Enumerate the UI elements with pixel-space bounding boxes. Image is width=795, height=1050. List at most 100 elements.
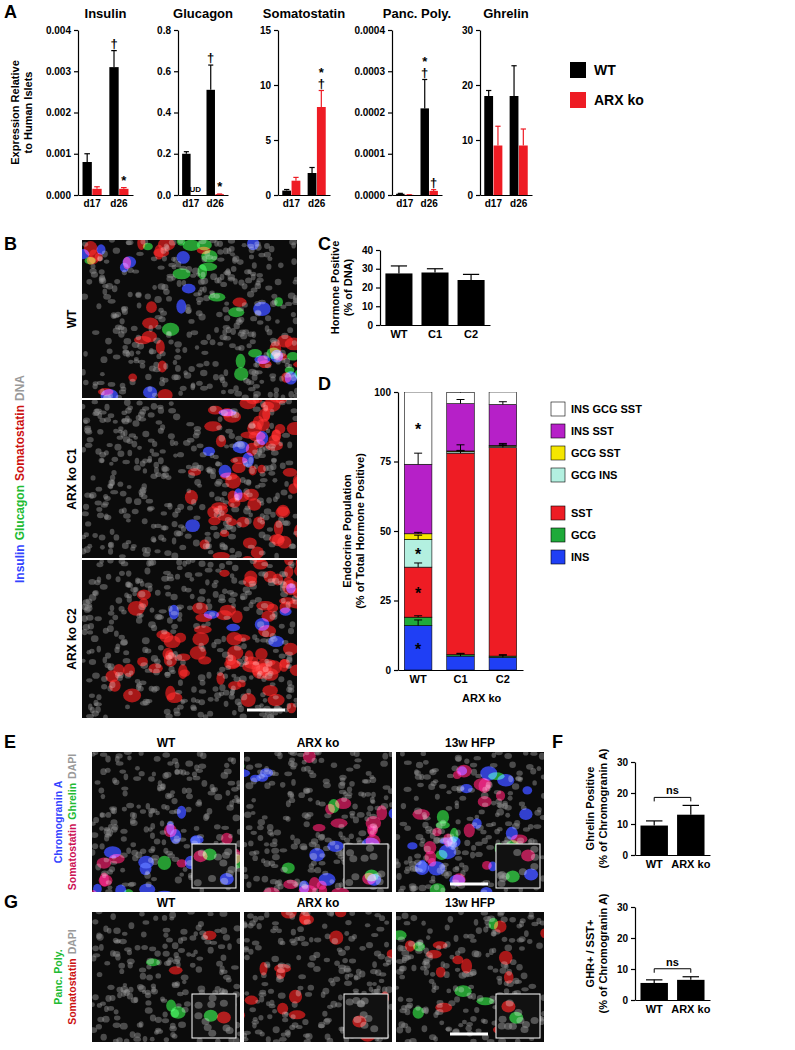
error-bar	[683, 977, 699, 980]
plot-marks	[640, 977, 704, 1000]
bar-segment	[404, 539, 432, 567]
nucleus	[249, 254, 254, 259]
nucleus	[190, 274, 196, 278]
nucleus	[142, 431, 149, 437]
nucleus	[151, 403, 158, 410]
y-tick-mark	[376, 325, 380, 326]
nucleus	[201, 340, 208, 345]
y-axis-title: Hormone Positive	[329, 241, 341, 335]
nucleus	[101, 503, 108, 507]
nucleus	[113, 248, 120, 254]
y-tick-label: 20	[462, 80, 474, 91]
x-axis-line	[179, 195, 229, 196]
y-tick: 0	[622, 850, 635, 861]
nucleus	[130, 820, 138, 826]
x-tick: ARX ko	[671, 1000, 710, 1015]
nucleus	[83, 351, 87, 357]
legend-swatch	[551, 424, 565, 438]
nucleus	[113, 779, 119, 785]
error-bar	[457, 445, 465, 453]
chart-title: Glucagon	[173, 6, 233, 21]
nucleus	[269, 373, 276, 378]
y-tick-label: 40	[362, 245, 374, 256]
y-tick-label: 20	[617, 933, 629, 944]
annotation: UD	[189, 185, 201, 194]
nucleus	[206, 672, 211, 679]
y-tick: 0.2	[157, 148, 178, 159]
nucleus	[174, 441, 179, 446]
x-axis: d17d26	[279, 195, 331, 209]
error-bar-cap	[511, 65, 516, 66]
nucleus	[222, 589, 227, 595]
stained-cell	[274, 297, 283, 306]
nucleus	[161, 284, 168, 290]
stained-cell	[188, 468, 201, 476]
nucleus	[89, 268, 96, 274]
nucleus	[132, 591, 137, 596]
nucleus	[220, 497, 225, 502]
nucleus	[92, 383, 97, 389]
y-tick-label: 0.8	[157, 25, 171, 36]
stained-cell	[284, 566, 293, 578]
annotations: ns	[654, 956, 691, 973]
nucleus	[121, 787, 128, 791]
nucleus	[171, 624, 178, 629]
nucleus	[214, 692, 221, 698]
stained-cell	[137, 657, 148, 667]
nucleus	[132, 420, 139, 426]
nucleus	[230, 328, 236, 335]
nucleus	[108, 548, 113, 555]
error-bar	[521, 129, 526, 146]
nucleus	[130, 842, 136, 847]
error-bar	[683, 805, 699, 814]
nucleus	[99, 535, 106, 541]
nucleus	[232, 565, 239, 571]
nucleus	[119, 508, 124, 513]
nucleus	[250, 339, 256, 344]
nucleus	[101, 684, 107, 689]
x-axis-line	[636, 1000, 711, 1001]
nucleus	[161, 525, 169, 530]
stained-cell	[249, 560, 267, 562]
nucleus	[194, 426, 202, 431]
nucleus	[222, 491, 228, 496]
error-bar-stem	[470, 274, 471, 280]
nucleus	[279, 653, 286, 658]
nucleus	[220, 282, 227, 287]
y-tick-mark	[74, 71, 78, 72]
y-tick: 10	[617, 964, 635, 975]
stained-cell	[169, 605, 179, 620]
nucleus	[241, 643, 247, 649]
error-bar-stem	[418, 453, 419, 464]
micrograph-background	[82, 560, 297, 718]
nucleus	[92, 849, 95, 856]
nucleus	[269, 423, 274, 429]
nucleus	[110, 480, 115, 486]
y-tick: 20	[462, 80, 480, 91]
y-tick-label: 30	[617, 902, 629, 913]
y-tick-mark	[376, 269, 380, 270]
stained-cell	[220, 530, 230, 537]
y-tick-label: 0	[265, 190, 271, 201]
nucleus	[155, 315, 163, 319]
nucleus	[145, 583, 153, 588]
legend: WTARX ko	[570, 62, 644, 108]
nucleus	[181, 829, 187, 833]
annotation: *	[415, 585, 422, 602]
nucleus	[188, 366, 195, 372]
bar	[109, 67, 118, 195]
stained-cell	[177, 654, 191, 662]
nucleus	[114, 444, 121, 451]
nucleus	[207, 467, 212, 473]
y-axis-line	[635, 908, 636, 1001]
error-bar	[414, 620, 422, 626]
y-tick: 10	[462, 135, 480, 146]
nucleus	[119, 769, 126, 773]
nucleus	[172, 538, 177, 545]
nucleus	[190, 383, 195, 390]
nucleus	[125, 407, 132, 413]
nucleus	[93, 752, 98, 755]
nucleus	[87, 630, 93, 634]
nucleus	[220, 274, 225, 281]
stained-cell	[197, 264, 207, 279]
